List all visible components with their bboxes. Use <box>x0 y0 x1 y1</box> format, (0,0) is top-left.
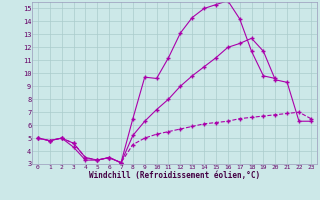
X-axis label: Windchill (Refroidissement éolien,°C): Windchill (Refroidissement éolien,°C) <box>89 171 260 180</box>
